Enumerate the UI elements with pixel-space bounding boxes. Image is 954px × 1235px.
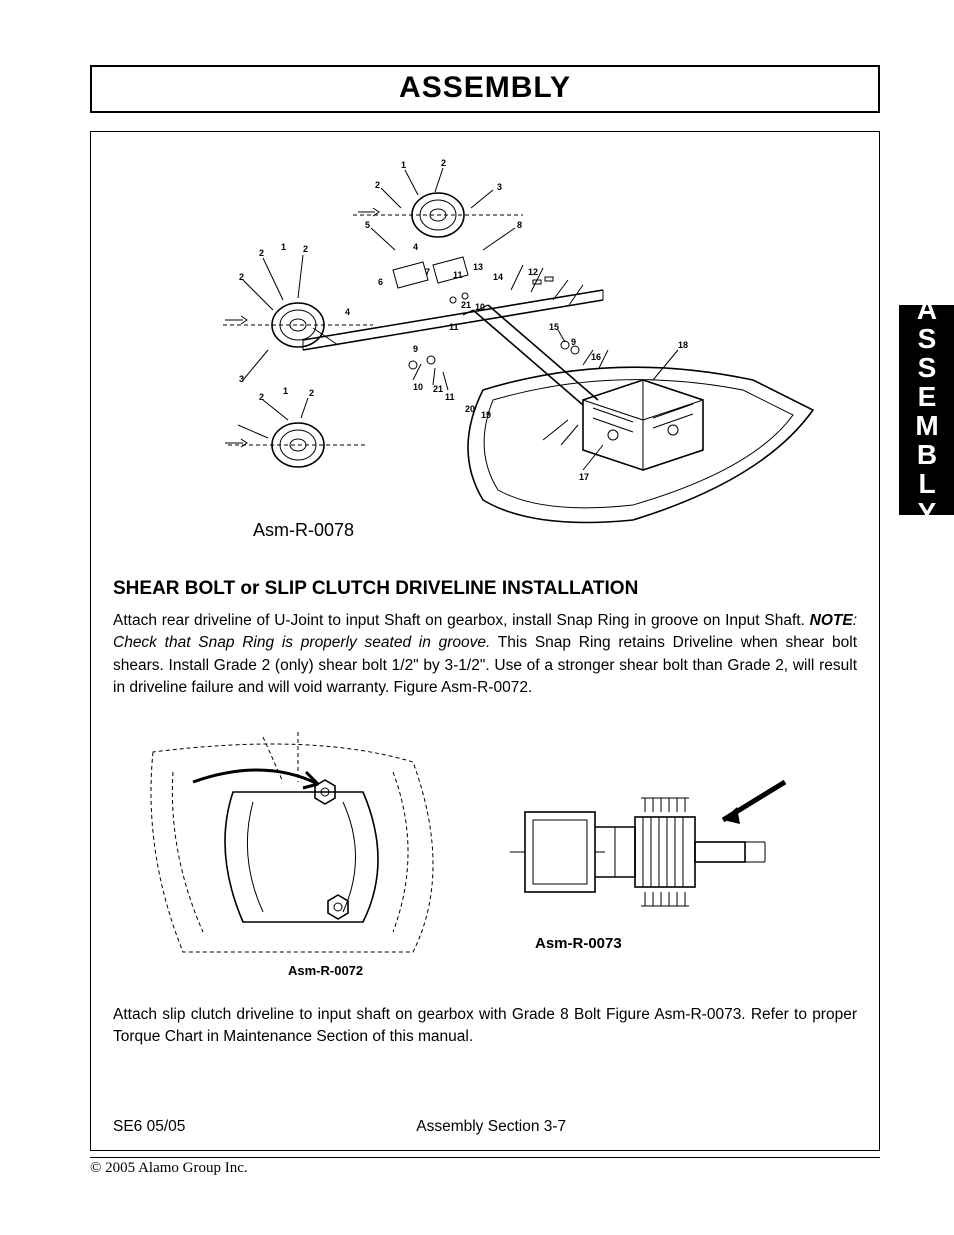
figure2-label: Asm-R-0072 [288, 963, 363, 978]
figure-asm-r-0072: Asm-R-0072 [113, 722, 485, 982]
svg-text:9: 9 [571, 337, 576, 347]
svg-text:2: 2 [259, 392, 264, 402]
svg-text:11: 11 [449, 322, 459, 332]
svg-text:4: 4 [413, 242, 418, 252]
svg-text:2: 2 [259, 248, 264, 258]
section-heading: SHEAR BOLT or SLIP CLUTCH DRIVELINE INST… [113, 578, 857, 600]
svg-text:21: 21 [461, 300, 471, 310]
svg-text:18: 18 [678, 340, 688, 350]
svg-text:6: 6 [378, 277, 383, 287]
figure-asm-r-0078: 1 2 2 3 5 8 4 2 1 2 2 6 7 4 11 13 14 12 … [113, 150, 857, 550]
figure1-label: Asm-R-0078 [253, 520, 354, 541]
svg-text:2: 2 [303, 244, 308, 254]
figure3-label: Asm-R-0073 [535, 935, 622, 952]
paragraph-1: Attach rear driveline of U-Joint to inpu… [113, 610, 857, 700]
title-box: ASSEMBLY [90, 65, 880, 113]
svg-text:10: 10 [413, 382, 423, 392]
side-tab: ASSEMBLY [899, 305, 954, 515]
svg-text:10: 10 [475, 302, 485, 312]
content-footer: SE6 05/05 Assembly Section 3-7 [113, 1118, 857, 1136]
svg-text:2: 2 [441, 158, 446, 168]
svg-text:2: 2 [375, 180, 380, 190]
svg-text:19: 19 [481, 410, 491, 420]
svg-text:13: 13 [473, 262, 483, 272]
svg-text:3: 3 [497, 182, 502, 192]
svg-text:11: 11 [445, 392, 455, 402]
side-tab-label: ASSEMBLY [911, 294, 943, 526]
svg-text:4: 4 [345, 307, 350, 317]
note-label: NOTE [810, 612, 853, 629]
exploded-diagram-svg: 1 2 2 3 5 8 4 2 1 2 2 6 7 4 11 13 14 12 … [113, 150, 853, 550]
content-box: 1 2 2 3 5 8 4 2 1 2 2 6 7 4 11 13 14 12 … [90, 131, 880, 1151]
svg-text:1: 1 [281, 242, 286, 252]
svg-text:9: 9 [413, 344, 418, 354]
svg-text:20: 20 [465, 404, 475, 414]
page-content: ASSEMBLY [90, 65, 880, 1151]
svg-text:8: 8 [517, 220, 522, 230]
para1-a: Attach rear driveline of U-Joint to inpu… [113, 612, 810, 629]
svg-text:2: 2 [309, 388, 314, 398]
svg-text:5: 5 [365, 220, 370, 230]
svg-text:7: 7 [425, 267, 430, 277]
svg-text:1: 1 [401, 160, 406, 170]
copyright-line: © 2005 Alamo Group Inc. [90, 1157, 880, 1177]
svg-text:11: 11 [453, 270, 463, 280]
figure-asm-r-0073: Asm-R-0073 [485, 722, 857, 982]
paragraph-2: Attach slip clutch driveline to input sh… [113, 1004, 857, 1049]
figure-row: Asm-R-0072 [113, 722, 857, 982]
svg-text:3: 3 [239, 374, 244, 384]
footer-center: Assembly Section 3-7 [125, 1118, 857, 1136]
page-title: ASSEMBLY [399, 71, 571, 104]
svg-text:1: 1 [283, 386, 288, 396]
svg-text:21: 21 [433, 384, 443, 394]
svg-text:14: 14 [493, 272, 503, 282]
shear-bolt-svg [113, 722, 473, 982]
svg-text:15: 15 [549, 322, 559, 332]
svg-text:2: 2 [239, 272, 244, 282]
svg-text:17: 17 [579, 472, 589, 482]
svg-text:12: 12 [528, 267, 538, 277]
svg-text:16: 16 [591, 352, 601, 362]
